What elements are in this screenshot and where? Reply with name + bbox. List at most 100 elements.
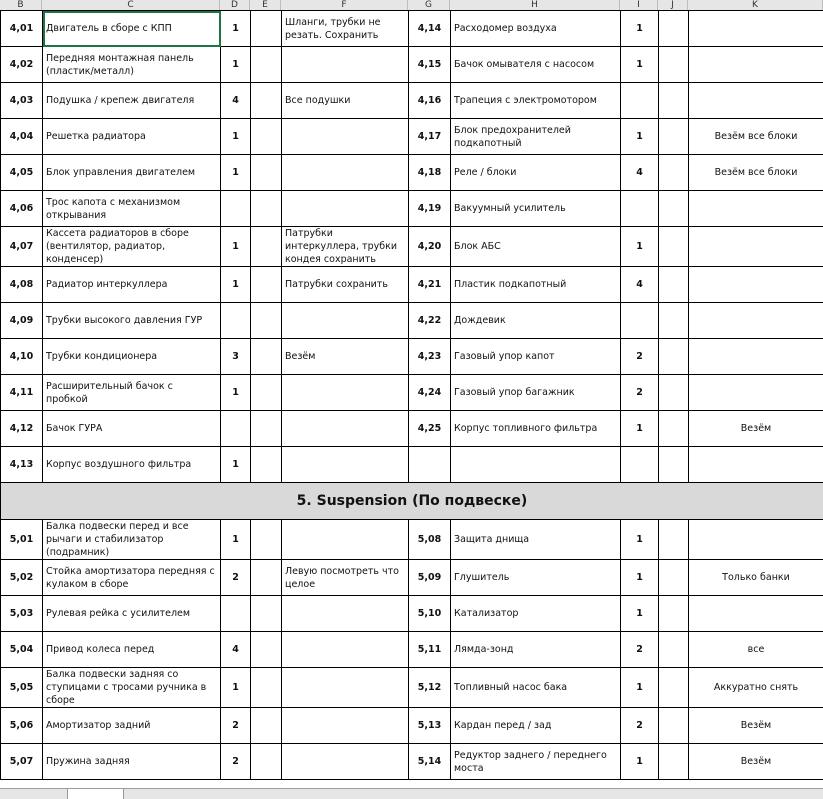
item-extra-cell[interactable] [251, 155, 282, 191]
item-quantity-cell[interactable]: 1 [221, 267, 251, 303]
item-extra-cell[interactable] [659, 447, 689, 483]
item-name-cell[interactable]: Катализатор [451, 596, 621, 632]
item-note-cell[interactable]: Везём [282, 339, 409, 375]
item-number-cell[interactable]: 5,14 [409, 744, 451, 780]
item-extra-cell[interactable] [659, 11, 689, 47]
item-name-cell[interactable]: Блок управления двигателем [43, 155, 221, 191]
item-number-cell[interactable]: 4,23 [409, 339, 451, 375]
item-name-cell[interactable]: Корпус воздушного фильтра [43, 447, 221, 483]
item-note-cell[interactable] [282, 632, 409, 668]
item-quantity-cell[interactable]: 4 [221, 632, 251, 668]
item-name-cell[interactable]: Расходомер воздуха [451, 11, 621, 47]
item-quantity-cell[interactable]: 4 [621, 155, 659, 191]
item-quantity-cell[interactable] [621, 447, 659, 483]
item-extra-cell[interactable] [251, 744, 282, 780]
item-note-cell[interactable] [689, 447, 823, 483]
item-note-cell[interactable] [689, 83, 823, 119]
item-name-cell[interactable]: Реле / блоки [451, 155, 621, 191]
item-name-cell[interactable]: Блок АБС [451, 227, 621, 267]
item-number-cell[interactable]: 4,11 [1, 375, 43, 411]
item-number-cell[interactable]: 4,15 [409, 47, 451, 83]
item-number-cell[interactable]: 4,18 [409, 155, 451, 191]
item-extra-cell[interactable] [659, 411, 689, 447]
item-number-cell[interactable]: 4,01 [1, 11, 43, 47]
column-header-e[interactable]: E [250, 0, 281, 10]
item-note-cell[interactable]: Везём [689, 708, 823, 744]
item-name-cell[interactable]: Глушитель [451, 560, 621, 596]
item-extra-cell[interactable] [251, 447, 282, 483]
item-number-cell[interactable]: 4,04 [1, 119, 43, 155]
item-extra-cell[interactable] [659, 191, 689, 227]
item-name-cell[interactable]: Бачок ГУРА [43, 411, 221, 447]
item-number-cell[interactable]: 5,04 [1, 632, 43, 668]
item-note-cell[interactable] [689, 596, 823, 632]
item-name-cell[interactable]: Корпус топливного фильтра [451, 411, 621, 447]
item-name-cell[interactable] [451, 447, 621, 483]
item-extra-cell[interactable] [659, 339, 689, 375]
item-quantity-cell[interactable] [621, 191, 659, 227]
item-extra-cell[interactable] [251, 83, 282, 119]
item-number-cell[interactable]: 4,17 [409, 119, 451, 155]
item-name-cell[interactable]: Топливный насос бака [451, 668, 621, 708]
item-quantity-cell[interactable]: 1 [621, 520, 659, 560]
item-extra-cell[interactable] [659, 83, 689, 119]
item-number-cell[interactable]: 4,02 [1, 47, 43, 83]
item-extra-cell[interactable] [659, 155, 689, 191]
item-number-cell[interactable]: 4,21 [409, 267, 451, 303]
item-number-cell[interactable]: 5,08 [409, 520, 451, 560]
item-quantity-cell[interactable]: 2 [221, 708, 251, 744]
item-note-cell[interactable] [282, 191, 409, 227]
item-extra-cell[interactable] [659, 520, 689, 560]
item-extra-cell[interactable] [659, 375, 689, 411]
column-header-k[interactable]: K [688, 0, 823, 10]
item-number-cell[interactable] [409, 447, 451, 483]
item-number-cell[interactable]: 4,20 [409, 227, 451, 267]
item-note-cell[interactable] [689, 303, 823, 339]
item-name-cell[interactable]: Трубки кондиционера [43, 339, 221, 375]
item-note-cell[interactable] [282, 520, 409, 560]
item-note-cell[interactable]: Шланги, трубки не резать. Сохранить [282, 11, 409, 47]
item-quantity-cell[interactable] [221, 411, 251, 447]
item-quantity-cell[interactable]: 2 [221, 560, 251, 596]
column-header-j[interactable]: J [658, 0, 688, 10]
item-quantity-cell[interactable]: 1 [621, 596, 659, 632]
item-note-cell[interactable] [689, 11, 823, 47]
item-quantity-cell[interactable]: 1 [221, 447, 251, 483]
item-quantity-cell[interactable]: 1 [221, 668, 251, 708]
item-name-cell[interactable]: Кардан перед / зад [451, 708, 621, 744]
item-extra-cell[interactable] [251, 668, 282, 708]
item-name-cell[interactable]: Двигатель в сборе с КПП [43, 11, 221, 47]
item-extra-cell[interactable] [659, 267, 689, 303]
item-name-cell[interactable]: Решетка радиатора [43, 119, 221, 155]
item-extra-cell[interactable] [251, 339, 282, 375]
item-name-cell[interactable]: Кассета радиаторов в сборе (вентилятор, … [43, 227, 221, 267]
item-name-cell[interactable]: Рулевая рейка с усилителем [43, 596, 221, 632]
item-quantity-cell[interactable] [621, 83, 659, 119]
item-quantity-cell[interactable] [221, 303, 251, 339]
item-number-cell[interactable]: 5,06 [1, 708, 43, 744]
item-note-cell[interactable]: все [689, 632, 823, 668]
item-quantity-cell[interactable]: 2 [621, 339, 659, 375]
item-number-cell[interactable]: 5,07 [1, 744, 43, 780]
item-quantity-cell[interactable] [221, 596, 251, 632]
item-extra-cell[interactable] [659, 227, 689, 267]
item-extra-cell[interactable] [659, 47, 689, 83]
item-extra-cell[interactable] [659, 668, 689, 708]
column-header-b[interactable]: B [0, 0, 42, 10]
item-quantity-cell[interactable]: 2 [221, 744, 251, 780]
item-quantity-cell[interactable]: 1 [221, 520, 251, 560]
item-number-cell[interactable]: 5,10 [409, 596, 451, 632]
item-extra-cell[interactable] [659, 560, 689, 596]
item-quantity-cell[interactable]: 1 [621, 560, 659, 596]
item-quantity-cell[interactable]: 1 [621, 411, 659, 447]
item-name-cell[interactable]: Подушка / крепеж двигателя [43, 83, 221, 119]
item-extra-cell[interactable] [251, 227, 282, 267]
item-number-cell[interactable]: 4,10 [1, 339, 43, 375]
item-number-cell[interactable]: 4,22 [409, 303, 451, 339]
item-extra-cell[interactable] [251, 11, 282, 47]
item-note-cell[interactable] [282, 668, 409, 708]
item-name-cell[interactable]: Амортизатор задний [43, 708, 221, 744]
item-quantity-cell[interactable]: 1 [621, 744, 659, 780]
column-header-d[interactable]: D [220, 0, 250, 10]
item-number-cell[interactable]: 4,12 [1, 411, 43, 447]
